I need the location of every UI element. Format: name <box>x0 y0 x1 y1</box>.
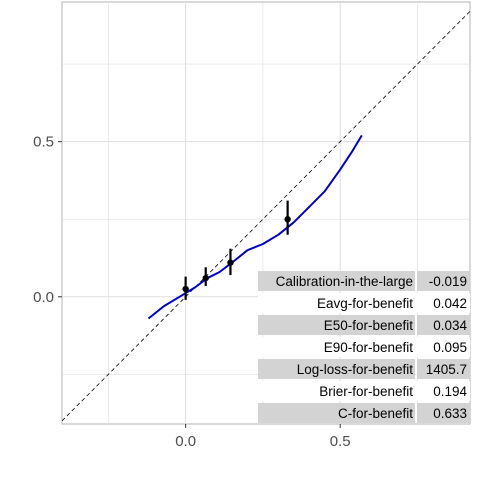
metrics-value-bg <box>417 315 470 335</box>
metric-label: Log-loss-for-benefit <box>297 362 414 377</box>
metric-value: 0.194 <box>433 384 467 399</box>
metric-label: E50-for-benefit <box>324 318 414 333</box>
metrics-row-bg <box>258 381 470 401</box>
y-tick-label: 0.5 <box>33 134 54 151</box>
x-axis-ticks: 0.0 0.5 <box>175 424 351 450</box>
series-layer <box>147 134 363 320</box>
calibration-point <box>227 259 234 266</box>
x-tick-label: 0.0 <box>175 433 196 450</box>
metric-label: Eavg-for-benefit <box>317 296 413 311</box>
metrics-value-bg <box>417 271 470 291</box>
y-tick-label: 0.0 <box>33 289 54 306</box>
metric-value: 0.034 <box>433 318 467 333</box>
metric-value: 0.042 <box>433 296 467 311</box>
metrics-row: E90-for-benefit 0.095 <box>258 337 470 357</box>
metric-value: 0.633 <box>433 406 467 421</box>
metric-label: E90-for-benefit <box>324 340 414 355</box>
metrics-row-bg <box>258 359 415 379</box>
metrics-table: Calibration-in-the-large -0.019 Eavg-for-b… <box>258 271 470 423</box>
metrics-value-bg <box>417 403 470 423</box>
metric-value: 1405.7 <box>426 362 467 377</box>
metrics-row: C-for-benefit 0.633 <box>258 403 470 423</box>
metrics-row: Eavg-for-benefit 0.042 <box>258 293 470 313</box>
metrics-row-bg <box>258 337 470 357</box>
metric-label: Calibration-in-the-large <box>276 274 413 289</box>
metrics-value-bg <box>417 359 470 379</box>
metrics-row: Brier-for-benefit 0.194 <box>258 381 470 401</box>
x-tick-label: 0.5 <box>330 433 351 450</box>
y-axis-ticks: 0.0 0.5 <box>33 134 62 306</box>
metrics-row: Log-loss-for-benefit 1405.7 <box>258 359 470 379</box>
metric-value: 0.095 <box>433 340 467 355</box>
metric-value: -0.019 <box>429 274 467 289</box>
calibration-point <box>182 285 189 293</box>
identity-reference-line <box>61 11 471 422</box>
metric-label: Brier-for-benefit <box>319 384 413 399</box>
metrics-row: E50-for-benefit 0.034 <box>258 315 470 335</box>
calibration-point <box>202 274 209 282</box>
metrics-row-bg <box>258 293 470 313</box>
smoothed-calibration-curve <box>147 134 363 320</box>
metric-label: C-for-benefit <box>338 406 413 421</box>
calibration-point <box>284 216 291 223</box>
metrics-row: Calibration-in-the-large -0.019 <box>258 271 470 291</box>
metrics-row-bg <box>258 403 415 423</box>
metrics-row-bg <box>258 315 415 335</box>
metrics-row-bg <box>258 271 415 291</box>
